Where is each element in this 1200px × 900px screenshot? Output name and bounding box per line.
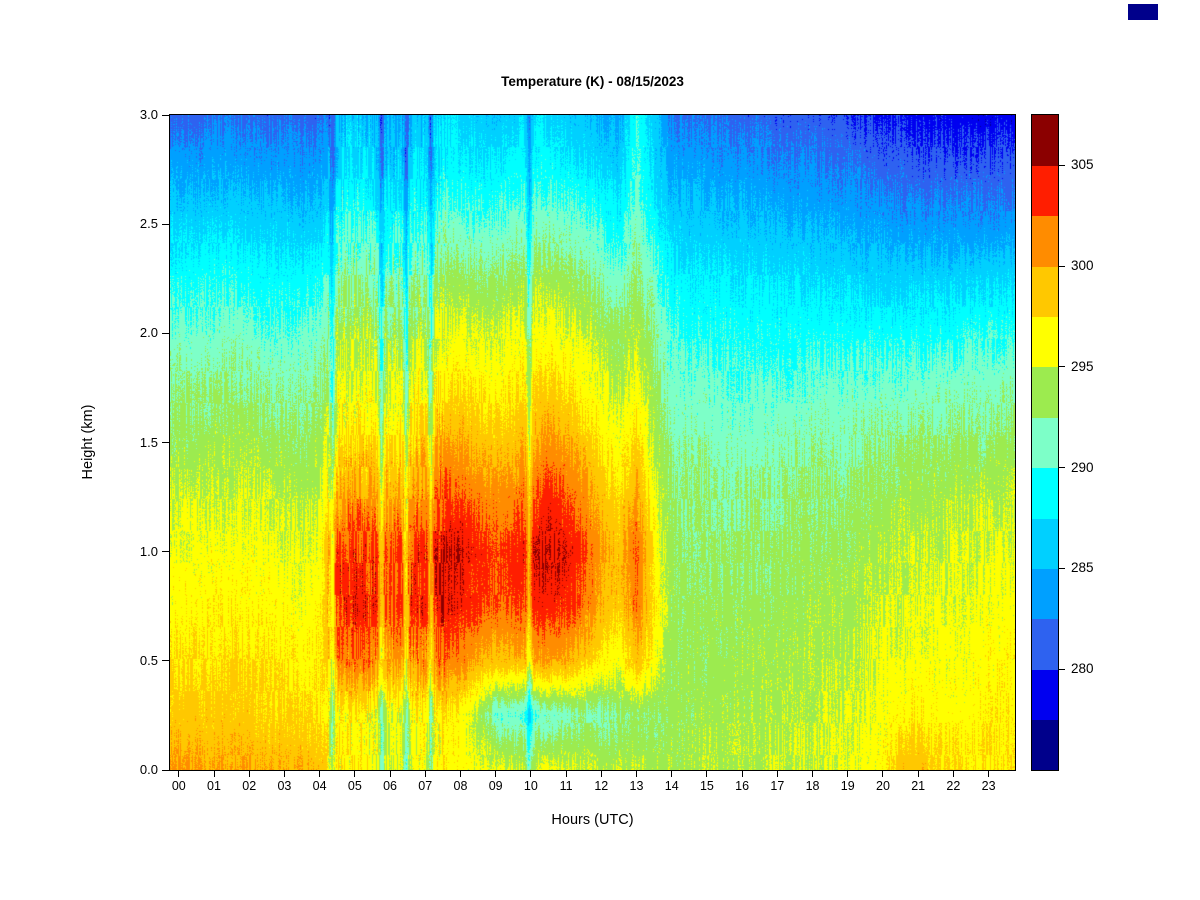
plot-area <box>169 114 1016 771</box>
chart-title: Temperature (K) - 08/15/2023 <box>501 74 684 89</box>
y-tick-label: 2.0 <box>139 325 158 341</box>
colorbar-tick-label: 290 <box>1071 459 1094 475</box>
x-tick-mark <box>917 771 919 777</box>
colorbar-band <box>1032 669 1058 721</box>
x-tick-label: 22 <box>946 779 961 793</box>
x-tick-mark <box>988 771 990 777</box>
colorbar-band <box>1032 467 1058 519</box>
x-tick-label: 14 <box>664 779 679 793</box>
heatmap-canvas <box>170 115 1015 770</box>
x-tick-mark <box>495 771 497 777</box>
colorbar-band <box>1032 115 1058 166</box>
y-tick-mark <box>162 332 169 334</box>
x-tick-label: 00 <box>171 779 186 793</box>
y-tick-label: 1.0 <box>139 543 158 559</box>
colorbar <box>1031 114 1059 771</box>
x-tick-label: 06 <box>383 779 397 793</box>
y-tick-label: 3.0 <box>139 107 158 122</box>
x-tick-label: 01 <box>207 779 221 793</box>
x-tick-mark <box>671 771 673 777</box>
colorbar-tick-mark <box>1059 668 1065 670</box>
x-tick-mark <box>424 771 426 777</box>
colorbar-tick-mark <box>1059 366 1065 368</box>
colorbar-tick-mark <box>1059 164 1065 166</box>
colorbar-tick-label: 280 <box>1071 661 1094 677</box>
y-tick-mark <box>162 769 169 771</box>
x-tick-label: 08 <box>453 779 468 793</box>
y-tick-label: 0.0 <box>139 762 158 777</box>
x-tick-label: 05 <box>347 779 362 793</box>
x-tick-label: 03 <box>277 779 292 793</box>
x-tick-mark <box>459 771 461 777</box>
x-tick-label: 11 <box>559 779 573 793</box>
x-tick-mark <box>319 771 321 777</box>
y-tick-mark <box>162 114 169 116</box>
x-tick-mark <box>776 771 778 777</box>
x-tick-label: 21 <box>911 779 926 793</box>
x-tick-label: 18 <box>805 779 820 793</box>
x-tick-label: 17 <box>770 779 785 793</box>
x-tick-label: 20 <box>876 779 890 793</box>
colorbar-band <box>1032 518 1058 569</box>
colorbar-tick-mark <box>1059 567 1065 569</box>
x-tick-label: 19 <box>840 779 855 793</box>
colorbar-tick-label: 295 <box>1071 358 1094 374</box>
corner-swatch <box>1128 4 1158 20</box>
x-tick-label: 10 <box>523 779 538 793</box>
colorbar-tick-mark <box>1059 467 1065 469</box>
x-tick-mark <box>847 771 849 777</box>
colorbar-band <box>1032 719 1058 771</box>
colorbar-tick-label: 305 <box>1071 157 1094 173</box>
x-tick-mark <box>283 771 285 777</box>
y-axis-label: Height (km) <box>80 404 96 480</box>
colorbar-band <box>1032 266 1058 318</box>
y-tick-mark <box>162 442 169 443</box>
x-tick-label: 13 <box>629 779 644 793</box>
x-axis-label: Hours (UTC) <box>551 812 634 828</box>
colorbar-band <box>1032 215 1058 267</box>
x-tick-label: 07 <box>418 779 433 793</box>
x-tick-mark <box>636 771 637 777</box>
colorbar-band <box>1032 165 1058 217</box>
colorbar-tick-mark <box>1059 265 1065 267</box>
x-tick-label: 15 <box>699 779 714 793</box>
x-tick-mark <box>565 771 567 777</box>
y-tick-mark <box>162 551 169 553</box>
x-tick-label: 02 <box>242 779 257 793</box>
colorbar-band <box>1032 366 1058 418</box>
x-tick-mark <box>952 771 954 777</box>
x-tick-label: 12 <box>594 779 609 793</box>
colorbar-tick-label: 285 <box>1071 560 1094 576</box>
x-tick-mark <box>600 771 602 777</box>
colorbar-band <box>1032 316 1058 368</box>
x-tick-mark <box>354 771 356 777</box>
x-tick-mark <box>248 771 250 777</box>
x-tick-label: 16 <box>735 779 750 793</box>
y-tick-label: 2.5 <box>139 216 158 232</box>
x-tick-mark <box>178 771 180 777</box>
x-tick-mark <box>882 771 884 777</box>
colorbar-tick-label: 300 <box>1071 258 1094 274</box>
x-tick-mark <box>530 771 532 777</box>
colorbar-band <box>1032 618 1058 670</box>
x-tick-label: 23 <box>981 779 996 793</box>
y-tick-mark <box>162 660 169 662</box>
y-tick-mark <box>162 223 169 225</box>
x-tick-label: 04 <box>312 779 327 793</box>
colorbar-band <box>1032 417 1058 469</box>
colorbar-band <box>1032 568 1058 620</box>
y-tick-label: 1.5 <box>139 434 158 450</box>
y-tick-label: 0.5 <box>139 652 158 668</box>
x-tick-mark <box>389 771 391 777</box>
x-tick-mark <box>706 771 708 777</box>
x-tick-mark <box>741 771 743 777</box>
x-tick-mark <box>812 771 814 777</box>
x-tick-label: 09 <box>488 779 503 793</box>
x-tick-mark <box>213 771 215 777</box>
